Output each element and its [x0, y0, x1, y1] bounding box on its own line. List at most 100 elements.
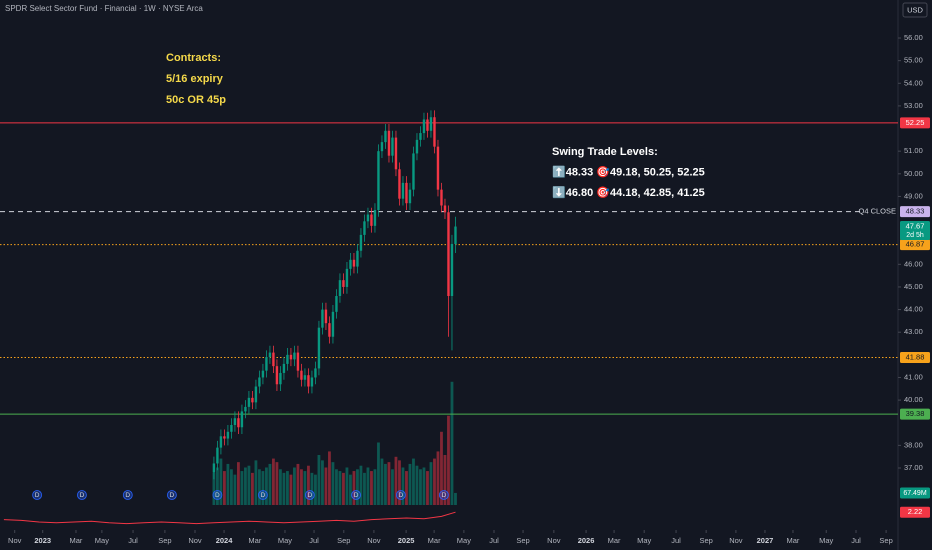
dividend-label: D	[307, 492, 312, 499]
volume-bar	[447, 415, 450, 505]
dividend-marker	[32, 490, 43, 500]
x-tick-label: Sep	[516, 536, 529, 545]
x-tick-label: 2025	[398, 536, 415, 545]
level-label: 39.38	[906, 409, 925, 418]
y-tick-label: 40.00	[904, 395, 923, 404]
dividend-label: D	[80, 492, 85, 499]
candle-body	[408, 189, 412, 204]
volume-bar	[429, 462, 433, 505]
currency-button[interactable]	[902, 2, 928, 18]
x-tick-label: Sep	[699, 536, 712, 545]
candle-body	[338, 280, 342, 297]
candle-body	[275, 366, 279, 385]
candle-body	[440, 189, 443, 206]
x-tick-label: Nov	[8, 536, 22, 545]
candle-body	[223, 436, 226, 439]
x-tick-label: 2024	[216, 536, 234, 545]
candle-body	[296, 352, 300, 371]
volume-bar	[310, 472, 314, 505]
volume-bar	[237, 462, 240, 505]
candle-body	[398, 169, 401, 199]
volume-bar	[370, 471, 373, 505]
candle-body	[324, 309, 328, 324]
volume-bar	[212, 472, 216, 505]
x-tick-label: Jul	[851, 536, 861, 545]
candle-body	[310, 377, 314, 387]
swing-text: Swing Trade Levels:	[552, 146, 658, 158]
level-label-box	[900, 239, 930, 251]
x-tick-label: May	[457, 536, 471, 545]
candle-body	[233, 418, 237, 425]
volume-bar	[401, 467, 405, 505]
volume-bar	[261, 471, 265, 505]
y-tick-label: 51.00	[904, 146, 923, 155]
volume-bar	[230, 469, 233, 505]
candle-body	[391, 137, 394, 156]
candle-body	[230, 424, 233, 432]
x-tick-label: Nov	[188, 536, 202, 545]
candle-body	[272, 352, 275, 367]
candle-body	[286, 354, 289, 364]
volume-bar	[331, 462, 335, 505]
candle-body	[216, 447, 219, 464]
volume-bar	[324, 467, 328, 505]
countdown: 2d 5h	[906, 232, 924, 239]
candle-body	[212, 463, 216, 473]
candle-body	[373, 210, 377, 226]
candle-body	[433, 117, 436, 147]
volume-bar	[265, 467, 268, 505]
candle-body	[251, 397, 254, 403]
dividend-marker	[439, 490, 449, 500]
candle-body	[342, 280, 345, 287]
volume-bar	[412, 458, 415, 505]
note-text: 5/16 expiry	[166, 73, 224, 85]
y-tick-label: 49.00	[904, 191, 923, 200]
x-tick-label: Mar	[787, 536, 800, 545]
volume-bar	[251, 472, 254, 505]
candle-body	[300, 370, 303, 380]
x-tick-label: Mar	[608, 536, 621, 545]
level-label-box	[900, 206, 930, 218]
candle-body	[307, 375, 310, 387]
x-tick-label: Nov	[367, 536, 381, 545]
candle-body	[268, 352, 272, 358]
volume-bar	[349, 474, 352, 505]
note-text: Contracts:	[166, 52, 221, 64]
candle-body	[247, 397, 251, 407]
y-tick-label: 54.00	[904, 78, 923, 87]
volume-bar	[422, 467, 426, 505]
level-name: Q4 CLOSE	[858, 207, 896, 216]
level-label-box	[900, 408, 930, 420]
y-tick-label: 44.00	[904, 305, 923, 314]
x-tick-label: 2026	[578, 536, 595, 545]
x-tick-label: 2023	[34, 536, 51, 545]
currency[interactable]: USD	[907, 5, 923, 14]
candle-body	[352, 259, 356, 267]
volume-bar	[314, 474, 317, 505]
volume-bar	[307, 465, 310, 505]
candle-body	[384, 130, 387, 143]
volume-bar	[233, 474, 237, 505]
y-tick-label: 55.00	[904, 56, 923, 65]
volume-bar	[286, 471, 289, 505]
x-tick-label: Jul	[128, 536, 138, 545]
note-text: 50c OR 45p	[166, 94, 226, 106]
candle-body	[380, 142, 384, 152]
candle-body	[422, 119, 426, 134]
y-tick-label: 43.00	[904, 327, 923, 336]
swing-text: ⬆️48.33 🎯49.18, 50.25, 52.25	[552, 165, 705, 178]
level-label-box	[900, 352, 930, 364]
candle-body	[356, 250, 359, 267]
volume-bar	[335, 469, 338, 505]
candle-body	[447, 212, 450, 297]
candle-body	[261, 370, 265, 378]
level-label-box	[900, 117, 930, 129]
x-tick-label: Mar	[428, 536, 441, 545]
x-tick-label: 2027	[757, 536, 774, 545]
volume-bar	[345, 467, 349, 505]
y-tick-label: 46.00	[904, 259, 923, 268]
y-tick-label: 37.00	[904, 463, 923, 472]
volume-bar	[443, 455, 447, 505]
